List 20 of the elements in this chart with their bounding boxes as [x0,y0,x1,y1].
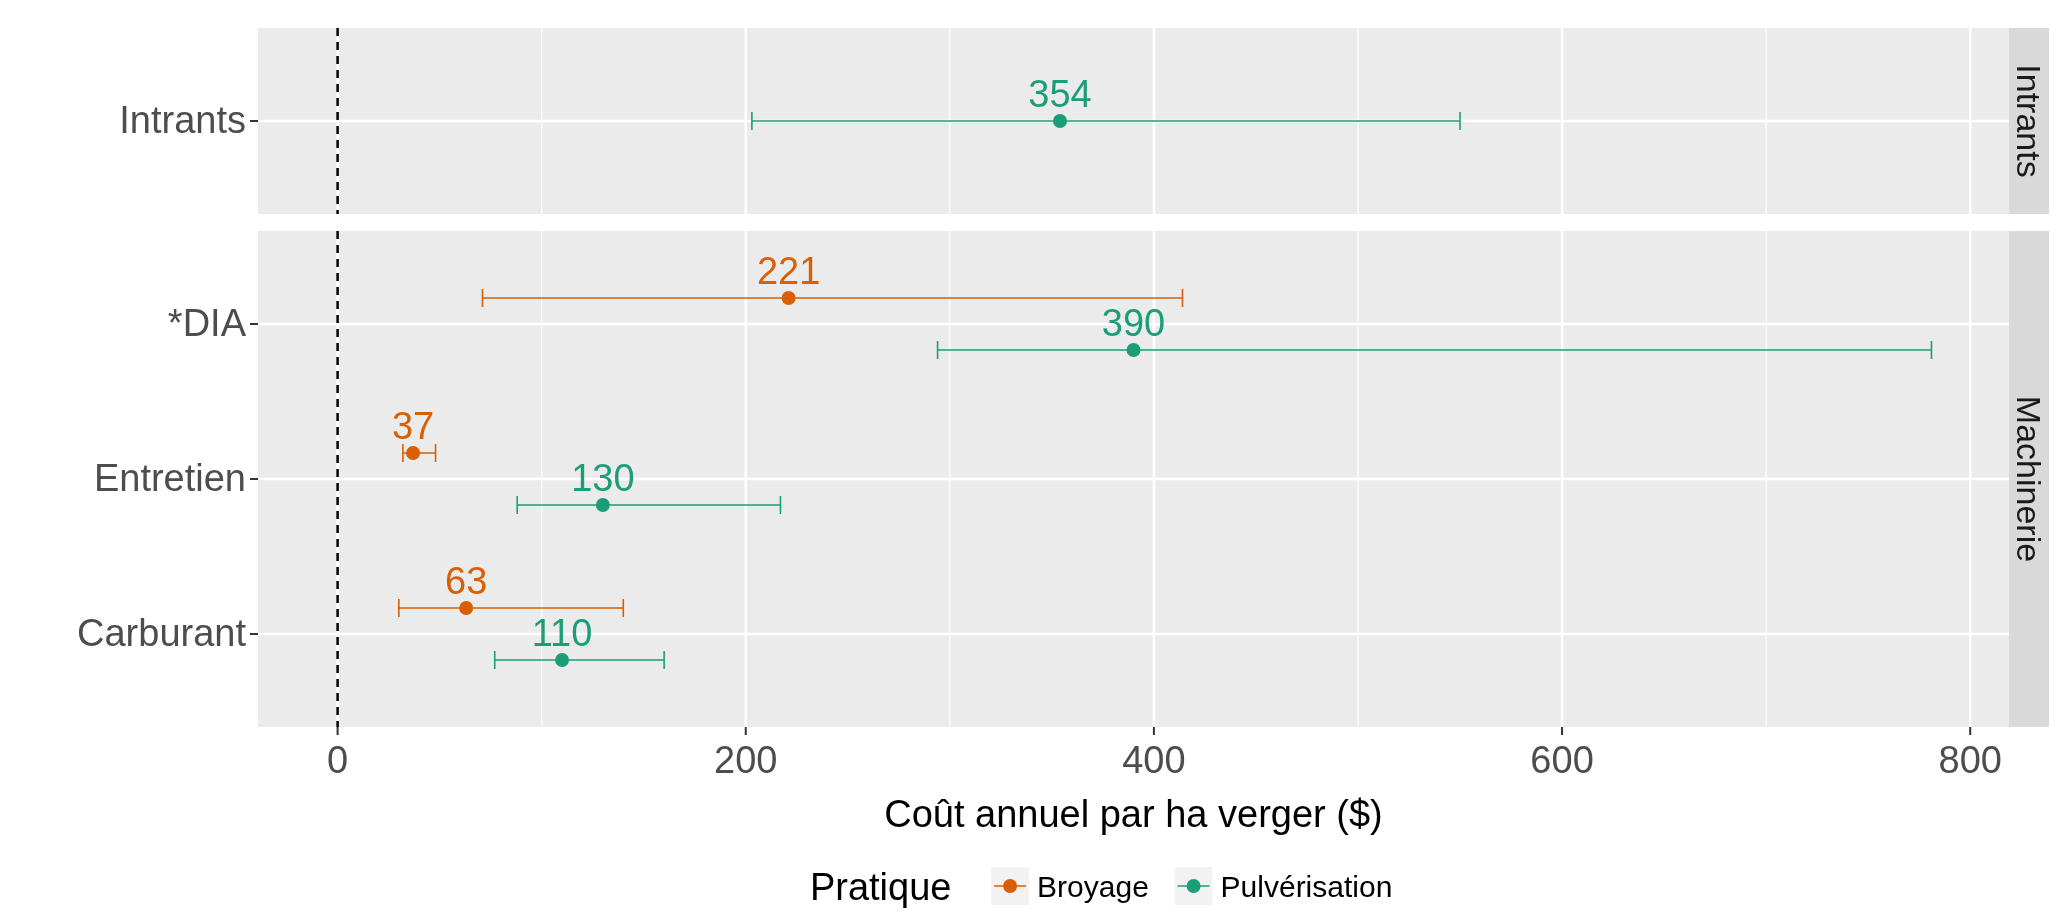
x-tick-label: 200 [714,739,778,781]
x-tick-label: 800 [1938,739,2002,781]
legend-title: Pratique [809,866,952,908]
data-label: 130 [571,457,635,499]
data-label: 63 [445,560,488,602]
y-tick-label: Carburant [77,612,247,654]
data-label: 390 [1101,302,1166,344]
x-tick-label: 400 [1122,739,1186,781]
data-label: 37 [391,405,435,447]
legend-label: Pulvérisation [1220,870,1393,903]
data-label: 110 [531,612,593,654]
x-axis-title: Coût annuel par ha verger ($) [884,793,1383,835]
y-tick-label: Entretien [93,457,246,499]
legend-label: Broyage [1037,870,1149,903]
x-tick-label: 0 [327,739,349,781]
data-label: 354 [1028,73,1092,115]
data-label: 221 [756,250,821,292]
y-tick-label: *DIA [167,302,247,344]
text: Machinerie [2010,395,2048,563]
x-tick-label: 600 [1530,739,1594,781]
